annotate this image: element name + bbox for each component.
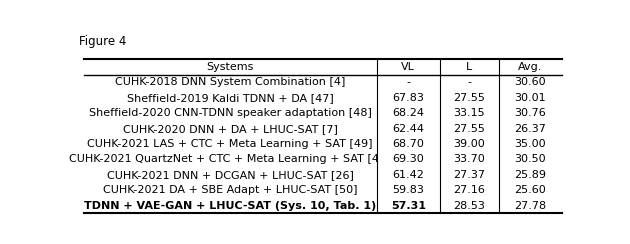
Text: Figure 4: Figure 4 (79, 35, 126, 48)
